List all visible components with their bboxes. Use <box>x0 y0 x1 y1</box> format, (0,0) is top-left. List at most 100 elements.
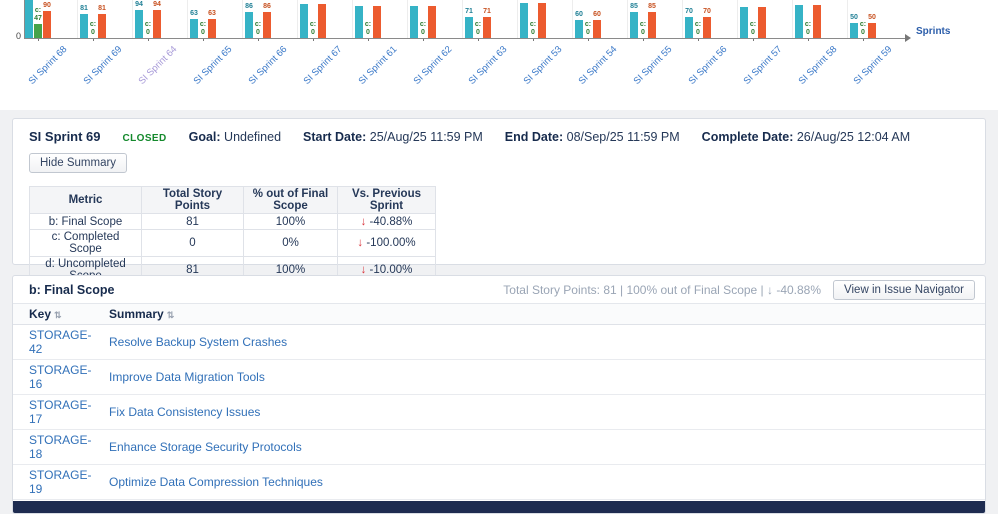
bar-uncompleted-scope <box>318 4 326 38</box>
bar-value-label: 70 <box>703 8 711 15</box>
issue-key-link[interactable]: STORAGE-42 <box>29 328 92 356</box>
bar-final-scope <box>300 4 308 38</box>
bar-completed-scope <box>34 24 42 38</box>
axis-tick <box>258 38 259 41</box>
col-metric: Metric <box>29 186 142 214</box>
bar-value-label: c: 0 <box>529 21 537 36</box>
bar-uncompleted-scope <box>868 23 876 38</box>
sprint-axis-label[interactable]: SI Sprint 58 <box>796 44 840 87</box>
scope-stats: Total Story Points: 81 | 100% out of Fin… <box>503 282 822 297</box>
issue-key-link[interactable]: STORAGE-17 <box>29 398 92 426</box>
axis-tick <box>753 38 754 41</box>
axis-tick <box>533 38 534 41</box>
bar-value-label: c: 0 <box>859 21 867 36</box>
bar-uncompleted-scope <box>43 11 51 38</box>
axis-tick <box>863 38 864 41</box>
vs-cell: ↓ -40.88% <box>337 213 436 230</box>
gridline <box>627 0 628 38</box>
issue-key-link[interactable]: STORAGE-16 <box>29 363 92 391</box>
bar-uncompleted-scope <box>648 12 656 38</box>
sprint-axis-label[interactable]: SI Sprint 61 <box>356 44 400 87</box>
bar-value-label: 94 <box>135 1 143 8</box>
view-in-issue-navigator-button[interactable]: View in Issue Navigator <box>833 279 975 300</box>
down-arrow-icon: ↓ <box>360 264 367 276</box>
sprint-axis-label[interactable]: SI Sprint 53 <box>521 44 565 87</box>
sprint-axis-label[interactable]: SI Sprint 59 <box>851 44 895 87</box>
bar-uncompleted-scope <box>153 10 161 38</box>
bar-value-label: c: 0 <box>584 21 592 36</box>
gridline <box>572 0 573 38</box>
axis-tick <box>808 38 809 41</box>
sprint-axis-label[interactable]: SI Sprint 56 <box>686 44 730 87</box>
bar-value-label: 90 <box>43 2 51 9</box>
sprint-axis-label[interactable]: SI Sprint 54 <box>576 44 620 87</box>
axis-tick <box>423 38 424 41</box>
bar-uncompleted-scope <box>373 6 381 38</box>
col-key[interactable]: Key ⇅ <box>13 303 101 325</box>
summary-header-label: Summary <box>109 307 164 321</box>
issue-summary-link[interactable]: Resolve Backup System Crashes <box>109 335 288 349</box>
bar-final-scope <box>245 12 253 38</box>
issues-table: Key ⇅ Summary ⇅ STORAGE-42 Resolve Backup S… <box>13 303 985 513</box>
bar-uncompleted-scope <box>263 12 271 38</box>
axis-tick <box>38 38 39 41</box>
points-cell: 81 <box>141 213 244 230</box>
gridline <box>242 0 243 38</box>
gridline <box>132 0 133 38</box>
sprint-axis-label[interactable]: SI Sprint 64 <box>136 44 180 87</box>
gridline <box>847 0 848 38</box>
issue-summary-link[interactable]: Fix Data Consistency Issues <box>109 405 261 419</box>
gridline <box>77 0 78 38</box>
points-cell: 0 <box>141 229 244 257</box>
sprint-axis-label[interactable]: SI Sprint 57 <box>741 44 785 87</box>
issue-summary-link[interactable]: Enhance Storage Security Protocols <box>109 440 302 454</box>
sprint-axis-label[interactable]: SI Sprint 63 <box>466 44 510 87</box>
bar-value-label: 60 <box>575 11 583 18</box>
bar-final-scope <box>465 17 473 38</box>
bar-final-scope <box>355 6 363 38</box>
axis-tick <box>643 38 644 41</box>
final-scope-panel: b: Final Scope Total Story Points: 81 | … <box>12 275 986 514</box>
bar-value-label: 86 <box>245 3 253 10</box>
bar-uncompleted-scope <box>813 5 821 38</box>
sprint-axis-label[interactable]: SI Sprint 66 <box>246 44 290 87</box>
issue-key-cell: STORAGE-18 <box>13 429 101 465</box>
issues-header-row: Key ⇅ Summary ⇅ <box>13 303 985 325</box>
down-arrow-icon: ↓ <box>357 237 364 249</box>
issue-key-link[interactable]: STORAGE-19 <box>29 468 92 496</box>
issue-summary-cell: Optimize Data Compression Techniques <box>101 464 985 500</box>
bar-value-label: c: 0 <box>199 21 207 36</box>
sprint-axis-label[interactable]: SI Sprint 69 <box>81 44 125 87</box>
bar-final-scope <box>685 17 693 38</box>
sprint-summary-header: SI Sprint 69 CLOSED Goal: Undefined Star… <box>13 119 985 144</box>
sprint-axis-label[interactable]: SI Sprint 68 <box>26 44 70 87</box>
col-total-story-points: Total Story Points <box>141 186 244 214</box>
gridline <box>407 0 408 38</box>
x-axis <box>24 38 906 39</box>
bar-value-label: c: 0 <box>804 21 812 36</box>
issue-summary-cell: Resolve Backup System Crashes <box>101 324 985 360</box>
bar-final-scope <box>80 14 88 38</box>
vs-value: -40.88% <box>366 215 413 228</box>
issue-summary-link[interactable]: Improve Data Migration Tools <box>109 370 265 384</box>
sprint-axis-label[interactable]: SI Sprint 62 <box>411 44 455 87</box>
issue-key-link[interactable]: STORAGE-18 <box>29 433 92 461</box>
sprint-axis-label[interactable]: SI Sprint 65 <box>191 44 235 87</box>
sort-icon[interactable]: ⇅ <box>166 310 175 320</box>
issue-summary-link[interactable]: Optimize Data Compression Techniques <box>109 475 323 489</box>
sort-icon[interactable]: ⇅ <box>54 310 62 320</box>
bar-value-label: 71 <box>465 8 473 15</box>
issue-key-cell: STORAGE-19 <box>13 464 101 500</box>
axis-tick <box>313 38 314 41</box>
sprint-axis-label[interactable]: SI Sprint 55 <box>631 44 675 87</box>
gridline <box>462 0 463 38</box>
hide-summary-button[interactable]: Hide Summary <box>29 153 128 173</box>
sprint-metrics-table: Metric Total Story Points % out of Final… <box>29 186 436 284</box>
bar-value-label: c: 0 <box>419 21 427 36</box>
bar-value-label: c: 47 <box>34 7 42 22</box>
col-summary[interactable]: Summary ⇅ <box>101 303 985 325</box>
bar-final-scope <box>25 0 33 38</box>
bar-value-label: 81 <box>80 5 88 12</box>
sprint-axis-label[interactable]: SI Sprint 67 <box>301 44 345 87</box>
bar-value-label: 63 <box>208 10 216 17</box>
